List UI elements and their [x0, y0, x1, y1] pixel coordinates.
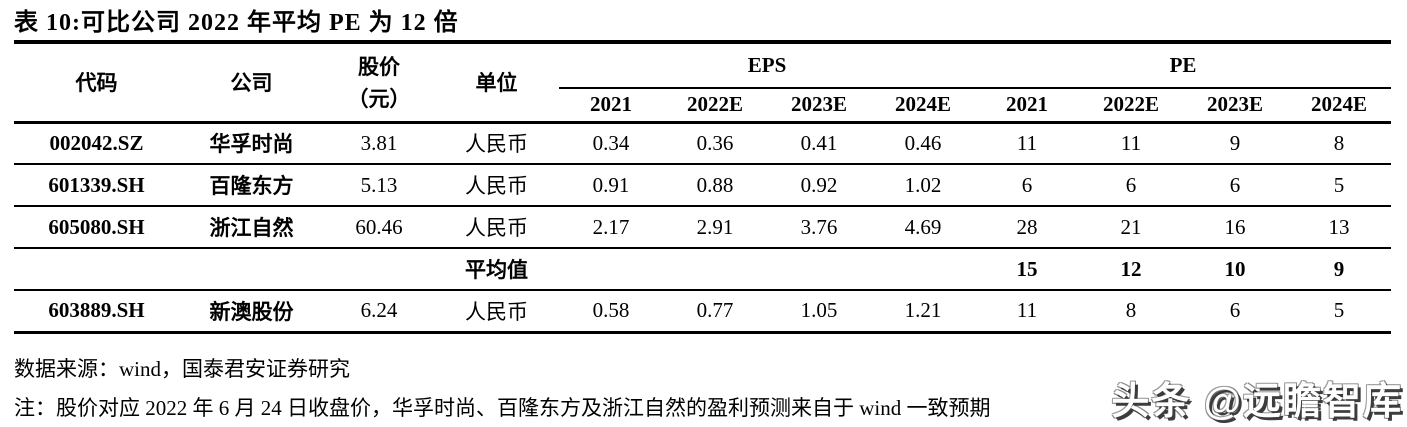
pe-2023e: 9 — [1183, 122, 1288, 165]
eps-2024e: 4.69 — [871, 206, 976, 249]
pe-2022e: 21 — [1079, 206, 1184, 249]
empty-cell — [663, 248, 767, 291]
pe-2024e: 5 — [1287, 290, 1392, 334]
avg-pe-2021: 15 — [975, 248, 1080, 291]
pe-2023e: 6 — [1183, 290, 1288, 334]
col-header-pe-2021: 2021 — [975, 88, 1080, 124]
col-header-code: 代码 — [14, 42, 179, 124]
col-header-eps-2021: 2021 — [559, 88, 663, 124]
eps-2022e: 0.88 — [663, 164, 767, 207]
comparable-companies-table: 代码 公司 股价 （元） 单位 EPS PE 2021 2022E 2023E … — [14, 40, 1392, 334]
eps-2024e: 1.02 — [871, 164, 976, 207]
stock-price: 60.46 — [324, 206, 434, 249]
eps-2023e: 3.76 — [767, 206, 871, 249]
stock-price: 6.24 — [324, 290, 434, 334]
eps-2021: 2.17 — [559, 206, 663, 249]
col-header-eps-2023e: 2023E — [767, 88, 871, 124]
currency-unit: 人民币 — [434, 290, 559, 334]
stock-price: 3.81 — [324, 122, 434, 165]
col-header-unit: 单位 — [434, 42, 559, 124]
col-header-eps-2022e: 2022E — [663, 88, 767, 124]
table-row: 603889.SH 新澳股份 6.24 人民币 0.58 0.77 1.05 1… — [14, 290, 1392, 334]
stock-code: 603889.SH — [14, 290, 179, 334]
table-header: 代码 公司 股价 （元） 单位 EPS PE 2021 2022E 2023E … — [14, 42, 1392, 124]
stock-code: 002042.SZ — [14, 122, 179, 165]
pe-2021: 11 — [975, 290, 1080, 334]
eps-2023e: 0.41 — [767, 122, 871, 165]
eps-2021: 0.91 — [559, 164, 663, 207]
empty-cell — [179, 248, 324, 291]
avg-pe-2024e: 9 — [1287, 248, 1392, 291]
watermark-toutiao: 头条 @远瞻智库 — [1111, 381, 1403, 423]
pe-2021: 11 — [975, 122, 1080, 165]
group-header-eps: EPS — [559, 42, 976, 89]
company-name: 华孚时尚 — [179, 122, 324, 165]
footnote-line: 注：股价对应 2022 年 6 月 24 日收盘价，华孚时尚、百隆东方及浙江自然… — [14, 396, 991, 420]
average-label: 平均值 — [434, 248, 559, 291]
col-header-eps-2024e: 2024E — [871, 88, 976, 124]
price-label-line1: 股价 — [358, 55, 400, 80]
col-header-pe-2023e: 2023E — [1183, 88, 1288, 124]
table-title: 表 10:可比公司 2022 年平均 PE 为 12 倍 — [14, 10, 459, 36]
table-row: 605080.SH 浙江自然 60.46 人民币 2.17 2.91 3.76 … — [14, 206, 1392, 249]
eps-2022e: 0.77 — [663, 290, 767, 334]
pe-2021: 28 — [975, 206, 1080, 249]
eps-2022e: 0.36 — [663, 122, 767, 165]
group-header-row: 代码 公司 股价 （元） 单位 EPS PE — [14, 42, 1392, 124]
eps-2024e: 1.21 — [871, 290, 976, 334]
currency-unit: 人民币 — [434, 206, 559, 249]
eps-2024e: 0.46 — [871, 122, 976, 165]
currency-unit: 人民币 — [434, 164, 559, 207]
col-header-pe-2022e: 2022E — [1079, 88, 1184, 124]
price-label-line2: （元） — [347, 87, 411, 112]
company-name: 百隆东方 — [179, 164, 324, 207]
pe-2023e: 6 — [1183, 164, 1288, 207]
pe-2024e: 5 — [1287, 164, 1392, 207]
table-row: 002042.SZ 华孚时尚 3.81 人民币 0.34 0.36 0.41 0… — [14, 122, 1392, 165]
table-row: 601339.SH 百隆东方 5.13 人民币 0.91 0.88 0.92 1… — [14, 164, 1392, 207]
stock-code: 605080.SH — [14, 206, 179, 249]
col-header-price: 股价 （元） — [324, 42, 434, 124]
eps-2021: 0.34 — [559, 122, 663, 165]
empty-cell — [767, 248, 871, 291]
data-source-line: 数据来源：wind，国泰君安证券研究 — [14, 357, 350, 381]
eps-2023e: 1.05 — [767, 290, 871, 334]
year-header-row: 2021 2022E 2023E 2024E 2021 2022E 2023E … — [14, 88, 1392, 124]
empty-cell — [14, 248, 179, 291]
col-header-pe-2024e: 2024E — [1287, 88, 1392, 124]
average-row: 平均值 15 12 10 9 — [14, 248, 1392, 291]
stock-price: 5.13 — [324, 164, 434, 207]
pe-2023e: 16 — [1183, 206, 1288, 249]
pe-2024e: 13 — [1287, 206, 1392, 249]
table-body: 002042.SZ 华孚时尚 3.81 人民币 0.34 0.36 0.41 0… — [14, 122, 1392, 334]
pe-2024e: 8 — [1287, 122, 1392, 165]
pe-2021: 6 — [975, 164, 1080, 207]
pe-2022e: 11 — [1079, 122, 1184, 165]
avg-pe-2022e: 12 — [1079, 248, 1184, 291]
currency-unit: 人民币 — [434, 122, 559, 165]
pe-2022e: 6 — [1079, 164, 1184, 207]
col-header-company: 公司 — [179, 42, 324, 124]
group-header-pe: PE — [975, 42, 1392, 89]
eps-2022e: 2.91 — [663, 206, 767, 249]
company-name: 新澳股份 — [179, 290, 324, 334]
empty-cell — [559, 248, 663, 291]
empty-cell — [324, 248, 434, 291]
avg-pe-2023e: 10 — [1183, 248, 1288, 291]
empty-cell — [871, 248, 976, 291]
eps-2023e: 0.92 — [767, 164, 871, 207]
stock-code: 601339.SH — [14, 164, 179, 207]
pe-2022e: 8 — [1079, 290, 1184, 334]
company-name: 浙江自然 — [179, 206, 324, 249]
eps-2021: 0.58 — [559, 290, 663, 334]
